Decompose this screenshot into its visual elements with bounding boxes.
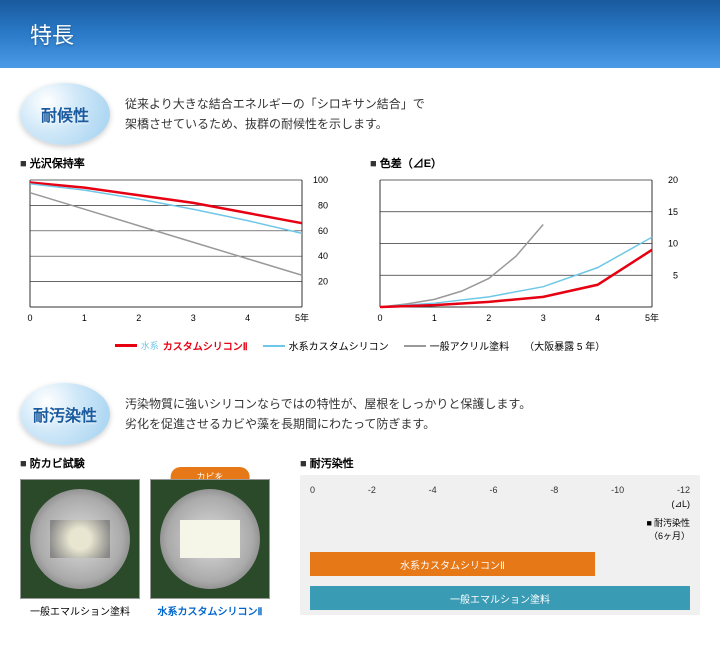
section-weatherability: 耐候性 従来より大きな結合エネルギーの「シロキサン結合」で 架橋させているため、… <box>0 68 720 368</box>
legend-swatch <box>263 345 285 347</box>
svg-text:5: 5 <box>673 270 678 280</box>
gloss-retention-chart: 光沢保持率 20 40 60 80 100 0 1 2 3 4 5年 <box>20 155 350 330</box>
svg-text:1: 1 <box>82 313 87 323</box>
legend-swatch <box>404 345 426 347</box>
svg-text:20: 20 <box>318 277 328 287</box>
chart-title: 色差（⊿E） <box>370 155 700 171</box>
svg-text:2: 2 <box>136 313 141 323</box>
svg-text:10: 10 <box>668 239 678 249</box>
petri-general: 一般エマルション塗料 <box>20 479 140 618</box>
line-chart-1: 20 40 60 80 100 0 1 2 3 4 5年 <box>20 175 330 325</box>
page-header: 特長 <box>0 0 720 68</box>
stain-bar-chart: 耐汚染性 0-2-4-6-8-10-12(⊿L)耐汚染性（6ヶ月）水系カスタムシ… <box>300 455 700 618</box>
svg-text:4: 4 <box>245 313 250 323</box>
badge-label: 耐汚染性 <box>33 402 97 426</box>
legend-note: （大阪暴露 5 年） <box>524 338 605 353</box>
svg-text:0: 0 <box>27 313 32 323</box>
bar-chart-title: 耐汚染性 <box>300 455 700 471</box>
legend-item: 一般アクリル塗料 <box>404 338 510 353</box>
svg-text:5年: 5年 <box>645 312 659 323</box>
svg-text:80: 80 <box>318 200 328 210</box>
badge-stain: 耐汚染性 <box>20 383 110 445</box>
petri-product: カビをよせつけません 水系カスタムシリコンⅡ <box>150 479 270 618</box>
svg-text:3: 3 <box>541 313 546 323</box>
color-diff-chart: 色差（⊿E） 5 10 15 20 0 1 2 3 4 5年 <box>370 155 700 330</box>
svg-text:40: 40 <box>318 251 328 261</box>
badge-label: 耐候性 <box>41 102 89 126</box>
legend-item: 水系 カスタムシリコンⅡ <box>115 338 248 353</box>
chart-legend: 水系 カスタムシリコンⅡ 水系カスタムシリコン 一般アクリル塗料 （大阪暴露 5… <box>20 338 700 353</box>
weatherability-desc: 従来より大きな結合エネルギーの「シロキサン結合」で 架橋させているため、抜群の耐… <box>125 94 425 135</box>
bar-chart-area: 0-2-4-6-8-10-12(⊿L)耐汚染性（6ヶ月）水系カスタムシリコンⅡ一… <box>300 475 700 615</box>
petri-image <box>150 479 270 599</box>
legend-swatch <box>115 344 137 347</box>
line-chart-2: 5 10 15 20 0 1 2 3 4 5年 <box>370 175 680 325</box>
svg-text:1: 1 <box>432 313 437 323</box>
svg-text:3: 3 <box>191 313 196 323</box>
badge-weatherability: 耐候性 <box>20 83 110 145</box>
svg-text:100: 100 <box>313 175 328 185</box>
mold-test-block: 防カビ試験 一般エマルション塗料 カビをよせつけません 水系カスタムシリコンⅡ <box>20 455 270 618</box>
chart-title: 光沢保持率 <box>20 155 350 171</box>
legend-item: 水系カスタムシリコン <box>263 338 389 353</box>
svg-text:20: 20 <box>668 175 678 185</box>
petri-label: 水系カスタムシリコンⅡ <box>150 603 270 618</box>
svg-text:4: 4 <box>595 313 600 323</box>
page-title: 特長 <box>30 18 690 50</box>
svg-text:5年: 5年 <box>295 312 309 323</box>
svg-text:60: 60 <box>318 226 328 236</box>
petri-label: 一般エマルション塗料 <box>20 603 140 618</box>
stain-desc: 汚染物質に強いシリコンならではの特性が、屋根をしっかりと保護します。 劣化を促進… <box>125 394 531 435</box>
petri-image <box>20 479 140 599</box>
svg-text:15: 15 <box>668 207 678 217</box>
section-stain-resistance: 耐汚染性 汚染物質に強いシリコンならではの特性が、屋根をしっかりと保護します。 … <box>0 368 720 633</box>
svg-text:0: 0 <box>377 313 382 323</box>
svg-text:2: 2 <box>486 313 491 323</box>
